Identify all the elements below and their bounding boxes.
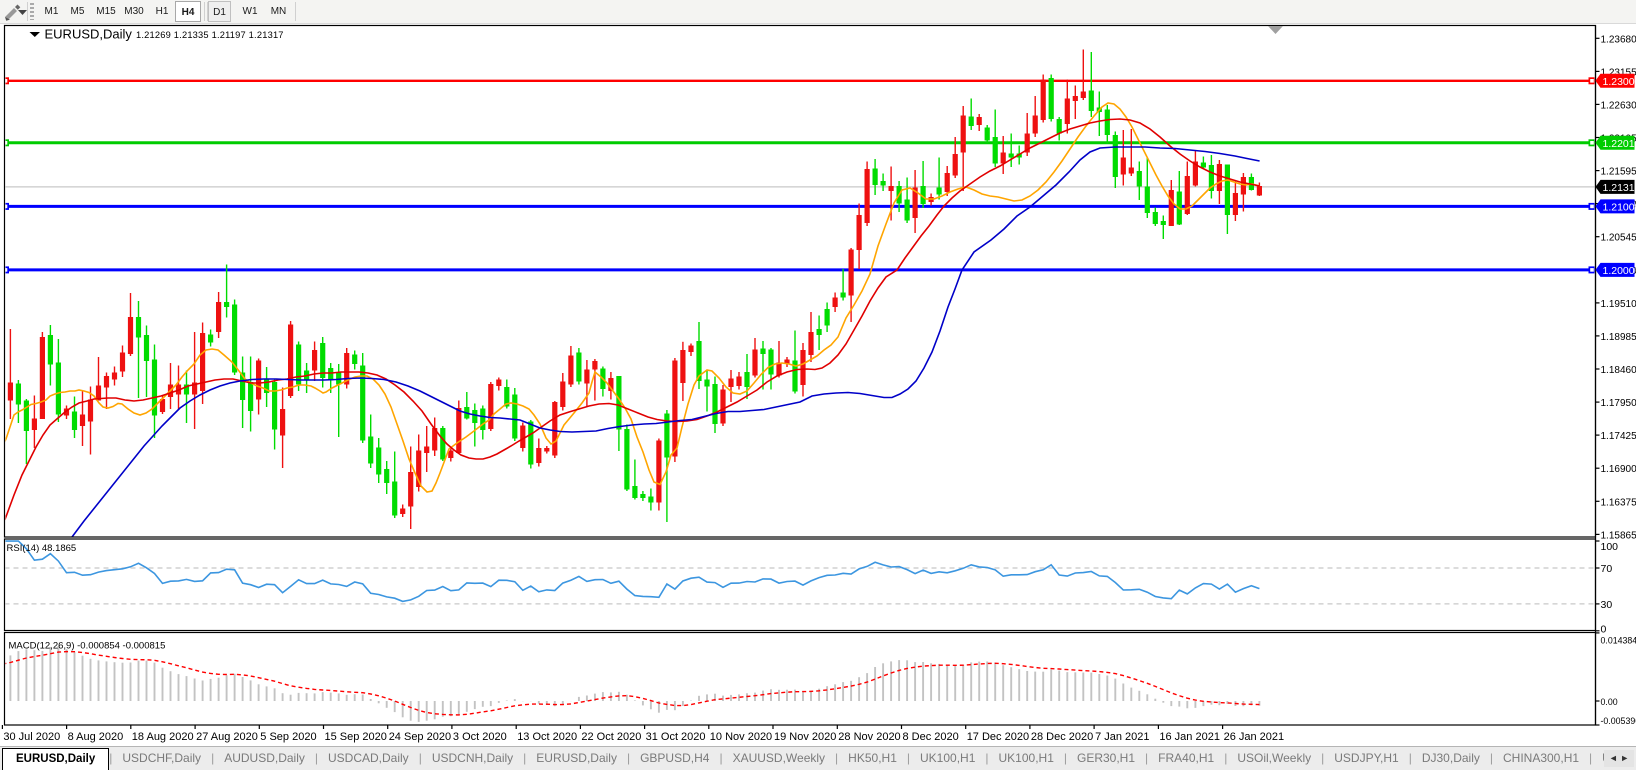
svg-text:1.17950: 1.17950 (1601, 398, 1636, 409)
svg-text:1.19510: 1.19510 (1601, 299, 1636, 310)
svg-text:28 Dec 2020: 28 Dec 2020 (1031, 731, 1093, 743)
svg-text:17 Dec 2020: 17 Dec 2020 (967, 731, 1029, 743)
svg-text:8 Dec 2020: 8 Dec 2020 (903, 731, 959, 743)
svg-text:8 Aug 2020: 8 Aug 2020 (68, 731, 124, 743)
svg-text:24 Sep 2020: 24 Sep 2020 (389, 731, 451, 743)
svg-text:1.16900: 1.16900 (1601, 464, 1636, 475)
svg-text:10 Nov 2020: 10 Nov 2020 (710, 731, 772, 743)
svg-text:1.23680: 1.23680 (1601, 34, 1636, 45)
svg-text:1.23002: 1.23002 (1603, 76, 1636, 88)
svg-text:0.00: 0.00 (1601, 697, 1618, 707)
svg-text:1.22016: 1.22016 (1603, 138, 1636, 150)
svg-text:3 Oct 2020: 3 Oct 2020 (453, 731, 507, 743)
svg-text:22 Oct 2020: 22 Oct 2020 (581, 731, 641, 743)
svg-text:1.22630: 1.22630 (1601, 100, 1636, 111)
svg-text:MACD(12,26,9) -0.000854 -0.000: MACD(12,26,9) -0.000854 -0.000815 (9, 641, 166, 652)
svg-text:1.18985: 1.18985 (1601, 332, 1636, 343)
svg-text:26 Jan 2021: 26 Jan 2021 (1224, 731, 1285, 743)
svg-text:28 Nov 2020: 28 Nov 2020 (838, 731, 900, 743)
svg-text:7 Jan 2021: 7 Jan 2021 (1095, 731, 1149, 743)
svg-text:15 Sep 2020: 15 Sep 2020 (325, 731, 387, 743)
svg-text:30: 30 (1601, 599, 1613, 611)
svg-text:1.20001: 1.20001 (1603, 265, 1636, 277)
svg-text:13 Oct 2020: 13 Oct 2020 (517, 731, 577, 743)
svg-text:1.17425: 1.17425 (1601, 431, 1636, 442)
svg-text:RSI(14) 48.1865: RSI(14) 48.1865 (7, 543, 77, 554)
svg-text:1.20545: 1.20545 (1601, 233, 1636, 244)
svg-text:70: 70 (1601, 563, 1613, 575)
svg-text:5 Sep 2020: 5 Sep 2020 (260, 731, 316, 743)
svg-text:1.15865: 1.15865 (1601, 530, 1636, 541)
svg-text:30 Jul 2020: 30 Jul 2020 (3, 731, 60, 743)
svg-text:-0.005396: -0.005396 (1601, 716, 1636, 726)
svg-text:31 Oct 2020: 31 Oct 2020 (646, 731, 706, 743)
svg-text:1.18460: 1.18460 (1601, 365, 1636, 376)
svg-text:100: 100 (1601, 541, 1619, 553)
svg-text:19 Nov 2020: 19 Nov 2020 (774, 731, 836, 743)
svg-text:0: 0 (1601, 624, 1607, 636)
svg-text:EURUSD,Daily: EURUSD,Daily (45, 27, 133, 42)
svg-text:16 Jan 2021: 16 Jan 2021 (1159, 731, 1220, 743)
svg-text:1.21595: 1.21595 (1601, 167, 1636, 178)
svg-text:1.21269 1.21335 1.21197 1.2131: 1.21269 1.21335 1.21197 1.21317 (136, 30, 284, 40)
svg-text:27 Aug 2020: 27 Aug 2020 (196, 731, 258, 743)
svg-text:1.21317: 1.21317 (1603, 182, 1636, 194)
svg-text:1.16375: 1.16375 (1601, 497, 1636, 508)
svg-text:0.014384: 0.014384 (1601, 636, 1636, 646)
svg-text:1.21009: 1.21009 (1603, 201, 1636, 213)
svg-text:18 Aug 2020: 18 Aug 2020 (132, 731, 194, 743)
